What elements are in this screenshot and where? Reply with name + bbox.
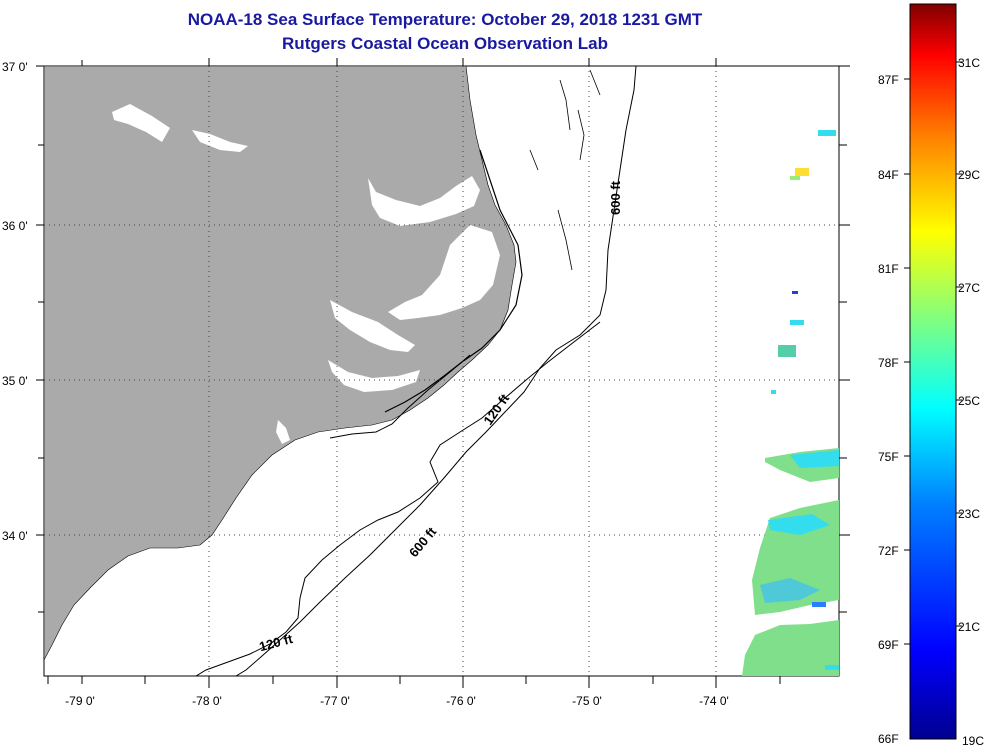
pamlico-sound [388, 225, 500, 320]
cb-f-78: 78F [878, 356, 899, 370]
pamlico-river [328, 360, 420, 392]
lon-ticks [47, 58, 781, 688]
lon-label-75: -75 0' [572, 694, 602, 708]
cb-c-31: 31C [958, 56, 980, 70]
outer-banks-south [329, 354, 471, 439]
lat-label-34: 34 0' [2, 529, 28, 543]
inland-lake [112, 104, 170, 142]
lat-label-36: 36 0' [2, 219, 28, 233]
shelf-speckles [529, 69, 601, 271]
lat-label-37: 37 0' [2, 60, 28, 74]
map-subtitle: Rutgers Coastal Ocean Observation Lab [282, 34, 608, 53]
cb-f-72: 72F [878, 544, 899, 558]
lon-label-79: -79 0' [65, 694, 95, 708]
lon-label-74: -74 0' [699, 694, 729, 708]
grid-lines [44, 66, 839, 676]
neuse-river [330, 300, 415, 352]
cb-c-23: 23C [958, 507, 980, 521]
lat-ticks [36, 65, 850, 613]
sst-patches [742, 130, 839, 676]
cb-f-75: 75F [878, 450, 899, 464]
cb-c-21: 21C [958, 620, 980, 634]
colorbar-ticks [904, 61, 962, 645]
cb-c-19: 19C [962, 734, 984, 748]
cb-f-81: 81F [878, 262, 899, 276]
cb-f-69: 69F [878, 638, 899, 652]
cb-f-66: 66F [878, 732, 899, 746]
albemarle-sound [368, 176, 480, 226]
lat-label-35: 35 0' [2, 374, 28, 388]
contour-600ft [235, 66, 637, 676]
lon-label-76: -76 0' [446, 694, 476, 708]
cb-c-27: 27C [958, 281, 980, 295]
cb-f-84: 84F [878, 168, 899, 182]
contour-label-600-north: 600 ft [608, 180, 623, 215]
outer-banks [384, 149, 523, 413]
lon-label-78: -78 0' [192, 694, 222, 708]
colorbar [909, 3, 957, 740]
inland-lake-2 [192, 130, 248, 152]
contour-120ft [195, 321, 601, 676]
map-title: NOAA-18 Sea Surface Temperature: October… [187, 10, 703, 29]
inland-lake-3 [276, 420, 290, 444]
lon-label-77: -77 0' [320, 694, 350, 708]
cb-c-29: 29C [958, 168, 980, 182]
cb-f-87: 87F [878, 73, 899, 87]
cb-c-25: 25C [958, 394, 980, 408]
